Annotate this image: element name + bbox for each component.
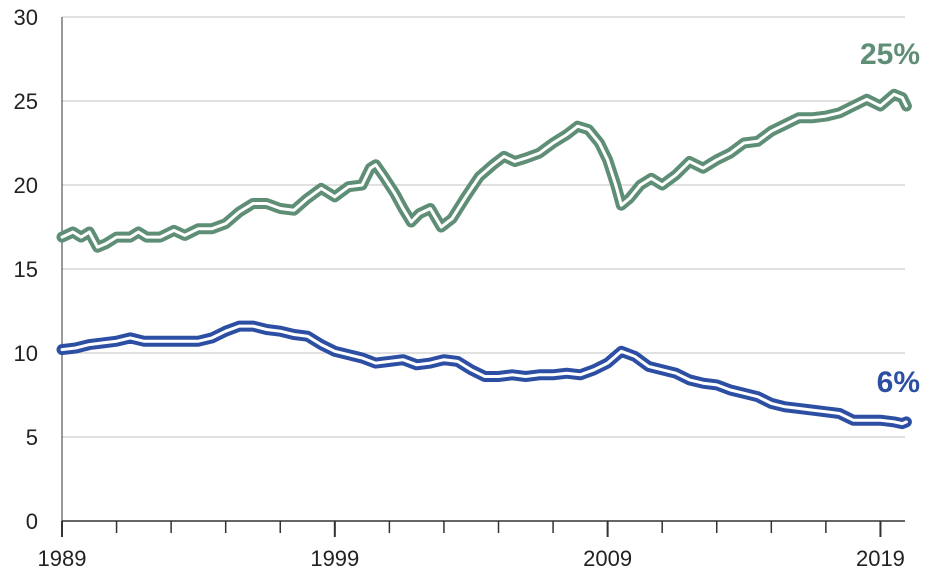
x-tick-label: 1989 <box>38 546 87 571</box>
x-tick-label: 2019 <box>856 546 905 571</box>
x-axis <box>61 17 905 522</box>
x-tick-marks: 1989 1999 2009 2019 <box>38 521 905 571</box>
y-axis: 0 5 10 15 20 25 30 <box>14 5 38 534</box>
gridlines <box>62 16 905 438</box>
x-tick-label: 2009 <box>583 546 632 571</box>
y-tick-label: 30 <box>14 5 38 30</box>
y-tick-label: 15 <box>14 257 38 282</box>
end-labels: 25% 6% <box>860 38 920 399</box>
series-end-label: 25% <box>860 38 920 71</box>
series-line-inner <box>60 92 908 249</box>
y-tick-label: 20 <box>14 173 38 198</box>
y-tick-label: 5 <box>26 425 38 450</box>
y-tick-label: 0 <box>26 509 38 534</box>
y-tick-label: 25 <box>14 89 38 114</box>
y-tick-label: 10 <box>14 341 38 366</box>
series-line-inner <box>60 324 908 426</box>
series-end-label: 6% <box>877 366 920 399</box>
x-tick-label: 1999 <box>310 546 359 571</box>
series-lines <box>56 88 912 430</box>
